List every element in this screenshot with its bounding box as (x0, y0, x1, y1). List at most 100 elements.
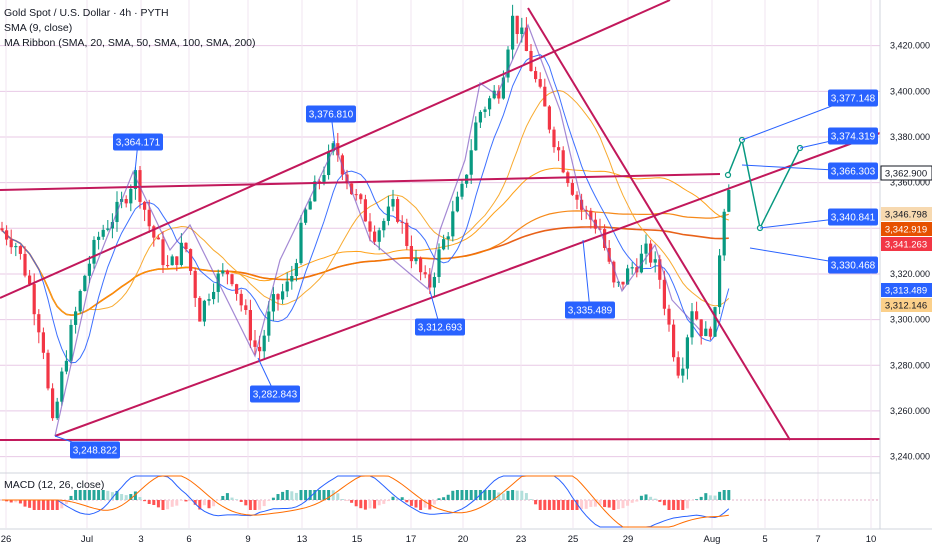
macd-histogram-bar (248, 500, 252, 510)
macd-histogram-bar (529, 499, 533, 500)
symbol-title: Gold Spot / U.S. Dollar · 4h · PYTH (4, 7, 169, 19)
candle-body (133, 170, 137, 189)
trend-lines (0, 0, 881, 441)
callout-box (415, 318, 465, 336)
candle-body (87, 263, 91, 276)
macd-histogram-bar (400, 497, 404, 500)
candle-body (474, 122, 478, 151)
macd-histogram-bar (51, 500, 55, 510)
macd-histogram-bar (258, 500, 262, 510)
macd-histogram-bar (713, 495, 717, 500)
macd-histogram-bar (580, 500, 584, 510)
macd-histogram-bar (612, 500, 616, 510)
macd-histogram-bar (653, 498, 657, 500)
time-tick-label: 20 (458, 534, 469, 545)
macd-histogram-bar (708, 495, 712, 500)
candle-body (207, 299, 211, 301)
macd-legend: MACD (12, 26, close) (4, 479, 105, 491)
macd-histogram-bar (317, 490, 321, 500)
macd-signal-line (2, 475, 729, 528)
axis-tag-label: 3,362.900 (885, 169, 927, 180)
candle-body (290, 276, 294, 282)
candle-body (55, 401, 59, 419)
candle-body (488, 98, 492, 110)
candle-body (419, 258, 423, 273)
macd-histogram-bar (170, 500, 174, 507)
macd-histogram-bar (386, 500, 390, 502)
macd-histogram-bar (626, 500, 630, 506)
candle-body (442, 239, 446, 250)
callout-label: 3,374.319 (831, 132, 876, 143)
macd-histogram-bar (294, 492, 298, 500)
candle-body (308, 201, 312, 210)
candle-body (704, 328, 708, 337)
callout-label: 3,376.810 (309, 110, 354, 121)
callout-label: 3,312.693 (418, 323, 463, 334)
macd-histogram-bar (635, 500, 639, 502)
macd-histogram-bar (603, 500, 607, 508)
candle-body (253, 340, 257, 347)
macd-histogram-bar (704, 493, 708, 500)
macd-histogram-bar (189, 500, 193, 501)
macd-histogram-bar (377, 500, 381, 506)
macd-histogram-bar (285, 490, 289, 500)
macd-histogram-bar (262, 500, 266, 507)
candle-body (225, 270, 229, 275)
macd-histogram-bar (437, 498, 441, 500)
candle-body (202, 300, 206, 322)
macd-histogram-bar (55, 500, 59, 510)
axis-tag-label: 3,342.919 (885, 225, 927, 236)
macd-histogram-bar (28, 500, 32, 508)
candle-body (156, 237, 160, 240)
macd-histogram-bar (474, 490, 478, 500)
candle-body (501, 77, 505, 99)
macd-histogram-bar (193, 500, 197, 505)
candle-body (575, 194, 579, 200)
candle-body (662, 279, 666, 309)
candle-body (667, 308, 671, 325)
candle-body (405, 222, 409, 246)
callout-label: 3,340.841 (831, 213, 876, 224)
candle-body (547, 106, 551, 130)
candle-body (354, 194, 358, 196)
axis-tag-box (881, 298, 932, 312)
projection-node (724, 171, 732, 179)
candle-body (584, 209, 588, 211)
candle-body (423, 272, 427, 275)
macd-histogram-bar (354, 500, 358, 507)
macd-histogram-bar (511, 490, 515, 500)
price-tick-label: 3,360.000 (890, 178, 930, 188)
macd-histogram-bar (561, 500, 565, 510)
price-tick-label: 3,420.000 (890, 41, 930, 51)
candle-body (299, 222, 303, 264)
macd-histogram-bar (276, 494, 280, 500)
candle-body (143, 201, 147, 210)
candle-body (46, 352, 50, 389)
candle-body (437, 249, 441, 277)
candle-body (363, 199, 367, 222)
candle-body (281, 291, 285, 300)
macd-histogram-bar (368, 500, 372, 509)
candle-body (9, 239, 13, 248)
candle-body (368, 221, 372, 232)
candle-body (258, 346, 262, 352)
candle-body (478, 111, 482, 123)
candle-body (327, 151, 331, 176)
sma-legend: SMA (9, close) (4, 22, 73, 34)
macd-histogram-bar (23, 500, 27, 507)
candle-body (336, 143, 340, 156)
macd-histogram-bar (175, 500, 179, 506)
candle-body (193, 270, 197, 298)
candle-body (184, 242, 188, 250)
candle-body (681, 368, 685, 376)
candle-body (129, 188, 133, 204)
candle-body (373, 231, 377, 242)
time-tick-label: 7 (815, 534, 820, 545)
macd-histogram-bar (207, 500, 211, 509)
candle-body (552, 129, 556, 148)
macd-histogram-bar (60, 500, 64, 509)
macd-histogram-bar (455, 490, 459, 500)
candle-body (276, 294, 280, 300)
candle-body (69, 324, 73, 361)
